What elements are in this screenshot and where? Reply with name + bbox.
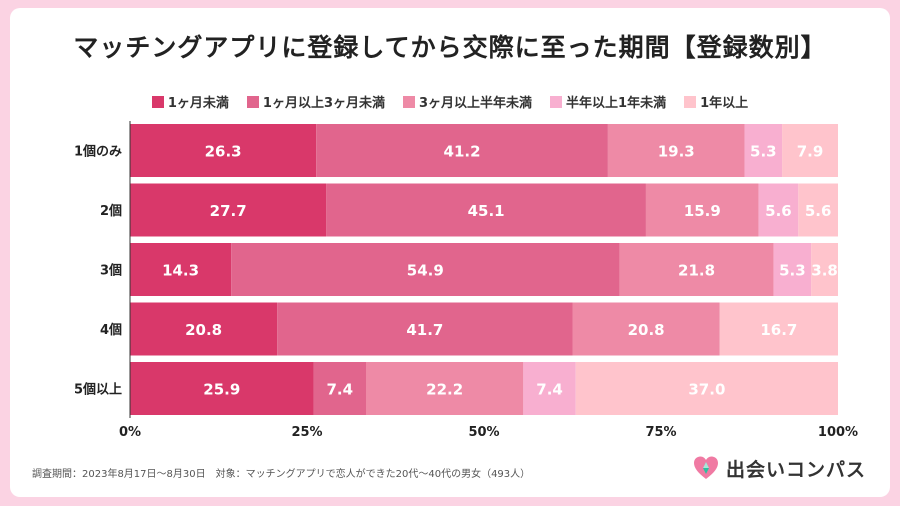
data-label: 37.0 — [688, 381, 725, 399]
bar-segment — [782, 124, 838, 177]
bar-segment — [811, 243, 838, 296]
bar-segment — [130, 362, 314, 415]
bar-segment — [326, 183, 646, 237]
x-tick-label: 0% — [119, 425, 141, 440]
brand-logo: 出会いコンパス — [692, 448, 872, 488]
category-label: 1個のみ — [74, 144, 122, 160]
bar-segment — [316, 124, 608, 177]
category-label: 5個以上 — [74, 382, 122, 398]
bar-segment — [744, 124, 783, 177]
legend-label: 1ヶ月未満 — [167, 96, 229, 111]
data-label: 45.1 — [468, 202, 505, 220]
data-label: 5.3 — [750, 143, 777, 161]
legend-swatch — [246, 95, 259, 108]
legend: 1ヶ月未満 1ヶ月以上3ヶ月未満 3ヶ月以上半年未満 半年以上1年未満 1年以上 — [0, 92, 900, 111]
bar-segment — [277, 302, 573, 356]
legend-swatch — [151, 95, 164, 108]
x-tick-label: 25% — [291, 425, 322, 440]
bar-segment — [366, 362, 524, 415]
data-label: 5.6 — [805, 202, 832, 220]
legend-swatch — [403, 95, 415, 108]
bar-segment — [231, 243, 620, 296]
legend-label: 3ヶ月以上半年未満 — [419, 96, 533, 111]
compass-heart-icon — [694, 456, 718, 479]
bar-segment — [773, 243, 812, 296]
x-tick-label: 75% — [645, 425, 676, 440]
data-label: 21.8 — [678, 262, 715, 280]
bar-segment — [719, 302, 838, 356]
bar-segment — [798, 183, 838, 237]
bar-segment — [130, 243, 232, 296]
data-label: 5.3 — [779, 262, 806, 280]
data-label: 16.7 — [760, 321, 797, 339]
legend-item: 3ヶ月以上半年未満 — [403, 92, 532, 111]
bar-segment — [758, 183, 799, 237]
legend-item: 1ヶ月以上3ヶ月未満 — [246, 92, 385, 111]
legend-item: 半年以上1年未満 — [550, 92, 666, 111]
category-label: 3個 — [100, 263, 122, 279]
chart-title: マッチングアプリに登録してから交際に至った期間【登録数別】 — [73, 33, 827, 62]
data-label: 20.8 — [628, 321, 665, 339]
category-label: 4個 — [100, 322, 122, 338]
data-label: 22.2 — [426, 381, 463, 399]
legend-swatch — [684, 95, 697, 108]
legend-label: 1ヶ月以上3ヶ月未満 — [262, 96, 385, 111]
brand-name: 出会いコンパス — [726, 458, 867, 481]
survey-footnote: 調査期間：2023年8月17日〜8月30日 対象：マッチングアプリで恋人ができた… — [32, 469, 531, 480]
data-label: 54.9 — [407, 262, 444, 280]
bar-segment — [619, 243, 774, 296]
legend-item: 1年以上 — [684, 92, 748, 111]
bar-segment — [130, 183, 327, 237]
data-label: 27.7 — [210, 202, 247, 220]
data-label: 14.3 — [162, 262, 199, 280]
data-label: 25.9 — [203, 381, 240, 399]
data-label: 5.6 — [765, 202, 792, 220]
legend-item: 1ヶ月未満 — [151, 92, 229, 111]
bar-segment — [572, 302, 720, 356]
data-label: 26.3 — [205, 143, 242, 161]
data-label: 7.4 — [326, 381, 353, 399]
bar-segment — [130, 124, 317, 177]
data-label: 20.8 — [185, 321, 222, 339]
data-label: 19.3 — [658, 143, 695, 161]
legend-label: 1年以上 — [700, 96, 749, 111]
bar-segment — [313, 362, 366, 415]
data-label: 7.9 — [797, 143, 824, 161]
bar-segment — [130, 302, 278, 356]
legend-swatch — [550, 95, 563, 108]
bar-segment — [575, 362, 838, 415]
category-label: 2個 — [100, 203, 122, 219]
x-tick-label: 50% — [468, 425, 499, 440]
bar-segment — [645, 183, 759, 237]
bar-segment — [607, 124, 745, 177]
data-label: 41.7 — [406, 321, 443, 339]
x-tick-label: 100% — [818, 425, 858, 440]
data-label: 7.4 — [536, 381, 563, 399]
data-label: 15.9 — [684, 202, 721, 220]
bar-segment — [523, 362, 576, 415]
data-label: 41.2 — [444, 143, 481, 161]
legend-label: 半年以上1年未満 — [566, 96, 667, 111]
data-label: 3.8 — [811, 262, 838, 280]
